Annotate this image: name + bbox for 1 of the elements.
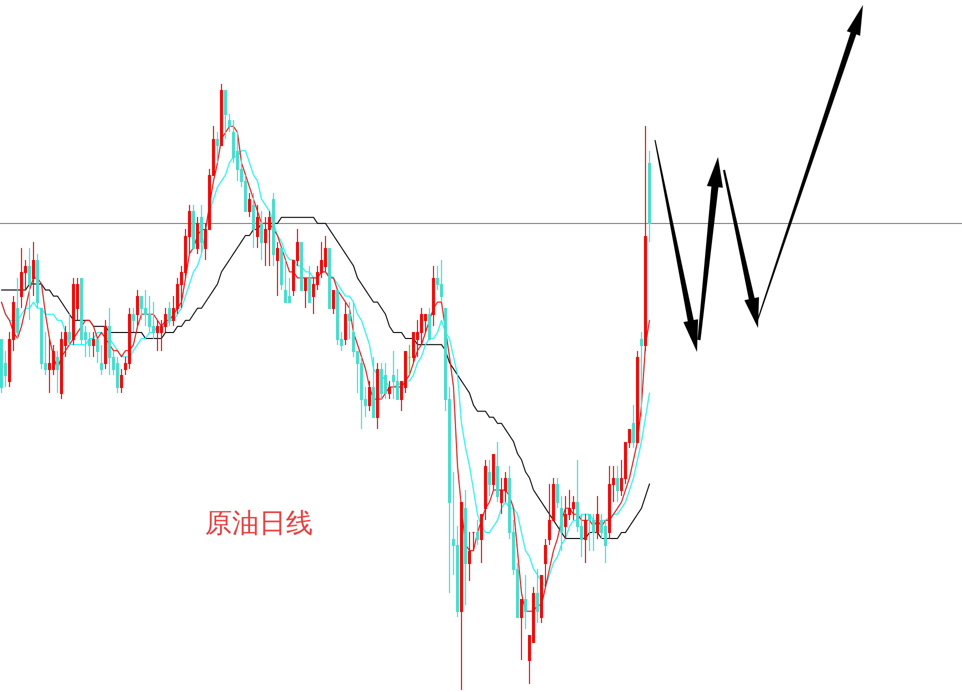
annotation: 原油日线 [205,508,313,538]
